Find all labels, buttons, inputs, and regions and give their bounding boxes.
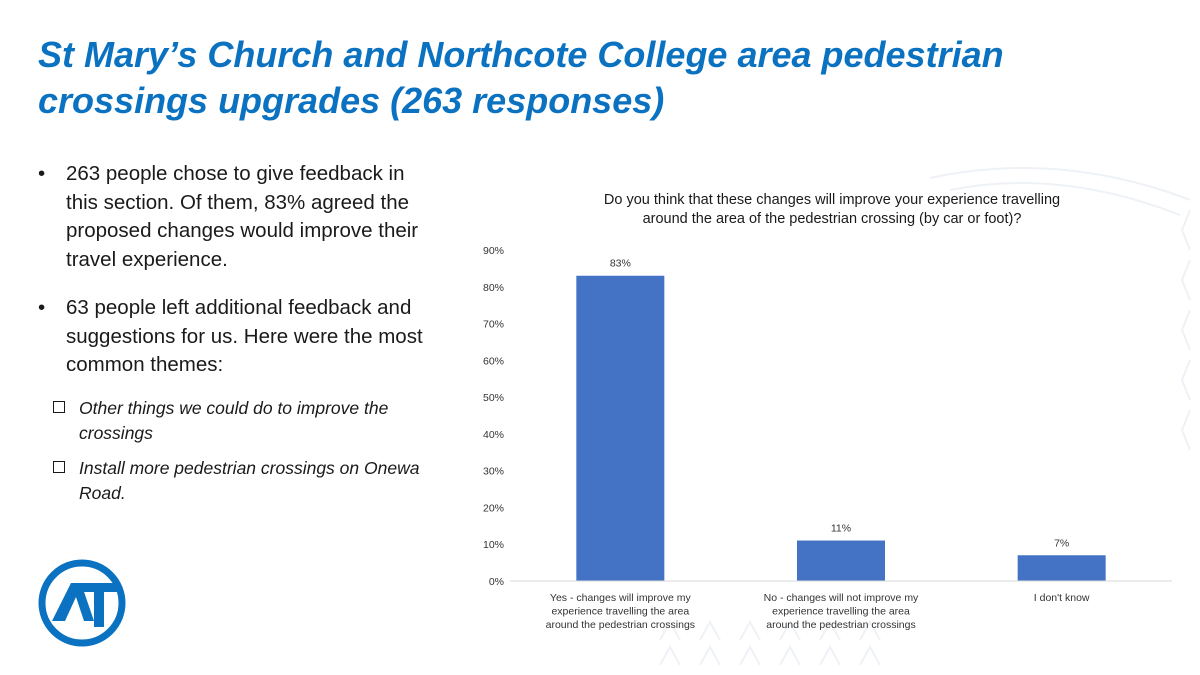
y-tick-label: 50% [483,392,504,404]
data-label: 11% [831,523,851,535]
data-label: 7% [1054,537,1069,549]
data-label: 83% [610,258,631,270]
bullet-item: • 63 people left additional feedback and… [36,294,436,380]
bar [797,540,885,581]
bars: 83% 11% 7% [576,258,1106,581]
y-tick-label: 90% [483,245,504,257]
y-axis: 0% 10% 20% 30% 40% 50% 60% 70% 80% 90% [483,245,504,588]
bullet-marker: • [38,296,46,319]
chart-title: Do you think that these changes will imp… [604,192,1060,208]
y-tick-label: 30% [483,466,504,478]
x-tick-label-line: around the pedestrian crossings [766,619,915,631]
theme-item: Other things we could do to improve the … [36,396,436,446]
chart-title-line-2: around the area of the pedestrian crossi… [643,211,1022,227]
x-tick-label: Yes - changes will improve my experience … [546,592,695,631]
x-tick-label-line: Yes - changes will improve my [550,592,692,604]
x-tick-label-line: experience travelling the area [772,606,910,618]
y-tick-label: 80% [483,282,504,294]
theme-text: Install more pedestrian crossings on One… [79,457,420,503]
y-tick-label: 60% [483,355,504,367]
slide-title: St Mary’s Church and Northcote College a… [38,34,1004,121]
y-tick-label: 70% [483,319,504,331]
y-tick-label: 40% [483,429,504,441]
x-tick-label-line: experience travelling the area [551,606,689,618]
x-tick-label-line: I don't know [1034,592,1090,604]
bar [1017,555,1106,581]
y-tick-label: 20% [483,502,504,514]
x-tick-label: No - changes will not improve my experien… [764,592,919,631]
bar [576,275,665,581]
checkbox-square-icon [53,460,65,473]
y-tick-label: 10% [483,539,504,551]
bullet-item: • 263 people chose to give feedback in t… [36,160,436,274]
checkbox-square-icon [53,400,65,413]
x-tick-label-line: around the pedestrian crossings [546,619,695,631]
summary-bullets: • 263 people chose to give feedback in t… [36,160,436,516]
bullet-marker: • [38,162,46,185]
bar-chart: Do you think that these changes will imp… [483,192,1172,631]
theme-item: Install more pedestrian crossings on One… [36,456,436,506]
x-tick-label-line: No - changes will not improve my [764,592,919,604]
auckland-transport-logo-icon: AT [38,559,126,647]
bullet-text: 263 people chose to give feedback in thi… [66,162,419,271]
bullet-text: 63 people left additional feedback and s… [66,296,423,376]
y-tick-label: 0% [489,576,504,588]
themes-list: Other things we could do to improve the … [36,396,436,506]
x-axis: Yes - changes will improve my experience … [510,580,1172,631]
x-tick-label: I don't know [1034,592,1090,604]
theme-text: Other things we could do to improve the … [79,397,389,443]
